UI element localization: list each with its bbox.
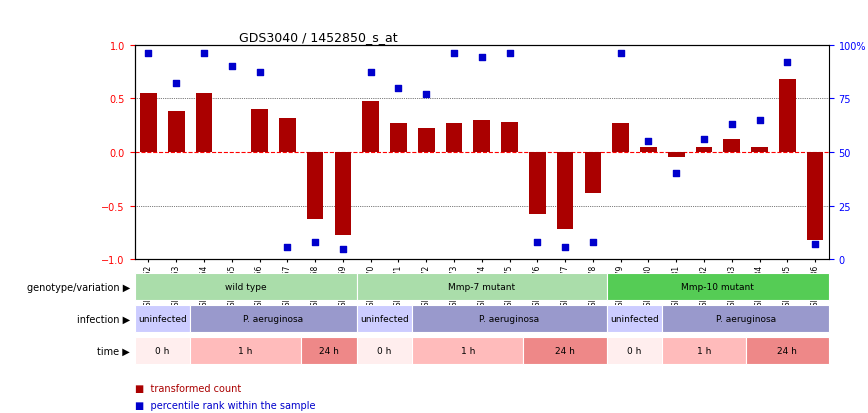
Bar [357, 306, 412, 332]
Point [586, 239, 600, 246]
Bar [806, 153, 824, 240]
Text: 0 h: 0 h [628, 346, 641, 355]
Text: uninfected: uninfected [360, 314, 409, 323]
Text: 0 h: 0 h [155, 346, 169, 355]
Text: P. aeruginosa: P. aeruginosa [715, 314, 776, 323]
Text: P. aeruginosa: P. aeruginosa [479, 314, 540, 323]
Point [308, 239, 322, 246]
Bar [362, 102, 379, 153]
Bar [667, 153, 685, 158]
Point [336, 246, 350, 252]
Bar [135, 306, 190, 332]
Bar [662, 306, 829, 332]
Text: genotype/variation ▶: genotype/variation ▶ [27, 282, 130, 292]
Text: Mmp-7 mutant: Mmp-7 mutant [448, 282, 516, 292]
Point [614, 51, 628, 57]
Point [530, 239, 544, 246]
Point [558, 244, 572, 250]
Bar [779, 80, 796, 153]
Bar [279, 118, 296, 153]
Point [141, 51, 155, 57]
Bar [190, 337, 301, 364]
Bar [190, 306, 357, 332]
Point [475, 55, 489, 62]
Text: 1 h: 1 h [239, 346, 253, 355]
Text: uninfected: uninfected [138, 314, 187, 323]
Text: 1 h: 1 h [461, 346, 475, 355]
Bar [640, 147, 657, 153]
Text: 24 h: 24 h [319, 346, 339, 355]
Text: wild type: wild type [225, 282, 266, 292]
Point [419, 91, 433, 98]
Point [669, 171, 683, 177]
Bar [501, 123, 518, 153]
Bar [334, 153, 352, 235]
Bar [695, 147, 713, 153]
Point [641, 139, 655, 145]
Bar [306, 153, 324, 219]
Bar [135, 337, 190, 364]
Bar [746, 337, 829, 364]
Point [280, 244, 294, 250]
Bar [445, 123, 463, 153]
Point [447, 51, 461, 57]
Point [697, 136, 711, 143]
Text: 24 h: 24 h [556, 346, 575, 355]
Bar [751, 147, 768, 153]
Text: ■  transformed count: ■ transformed count [135, 383, 240, 393]
Bar [584, 153, 602, 193]
Bar [412, 306, 607, 332]
Point [364, 70, 378, 76]
Bar [140, 94, 157, 153]
Bar [135, 274, 357, 300]
Bar [390, 123, 407, 153]
Bar [195, 94, 213, 153]
Bar [723, 140, 740, 153]
Point [197, 51, 211, 57]
Bar [412, 337, 523, 364]
Point [725, 121, 739, 128]
Text: GDS3040 / 1452850_s_at: GDS3040 / 1452850_s_at [239, 31, 398, 44]
Bar [168, 112, 185, 153]
Bar [556, 153, 574, 230]
Text: uninfected: uninfected [610, 314, 659, 323]
Bar [357, 337, 412, 364]
Point [753, 117, 766, 124]
Text: ■  percentile rank within the sample: ■ percentile rank within the sample [135, 400, 315, 410]
Point [503, 51, 516, 57]
Text: 1 h: 1 h [697, 346, 711, 355]
Bar [662, 337, 746, 364]
Text: infection ▶: infection ▶ [77, 314, 130, 324]
Text: 24 h: 24 h [778, 346, 797, 355]
Point [391, 85, 405, 92]
Bar [607, 274, 829, 300]
Bar [357, 274, 607, 300]
Bar [301, 337, 357, 364]
Bar [418, 129, 435, 153]
Point [780, 59, 794, 66]
Bar [529, 153, 546, 215]
Bar [251, 110, 268, 153]
Bar [607, 337, 662, 364]
Text: P. aeruginosa: P. aeruginosa [243, 314, 304, 323]
Text: time ▶: time ▶ [97, 346, 130, 356]
Point [169, 81, 183, 87]
Bar [612, 123, 629, 153]
Bar [473, 121, 490, 153]
Text: 0 h: 0 h [378, 346, 391, 355]
Point [808, 242, 822, 248]
Point [253, 70, 266, 76]
Bar [607, 306, 662, 332]
Point [225, 64, 239, 70]
Text: Mmp-10 mutant: Mmp-10 mutant [681, 282, 754, 292]
Bar [523, 337, 607, 364]
